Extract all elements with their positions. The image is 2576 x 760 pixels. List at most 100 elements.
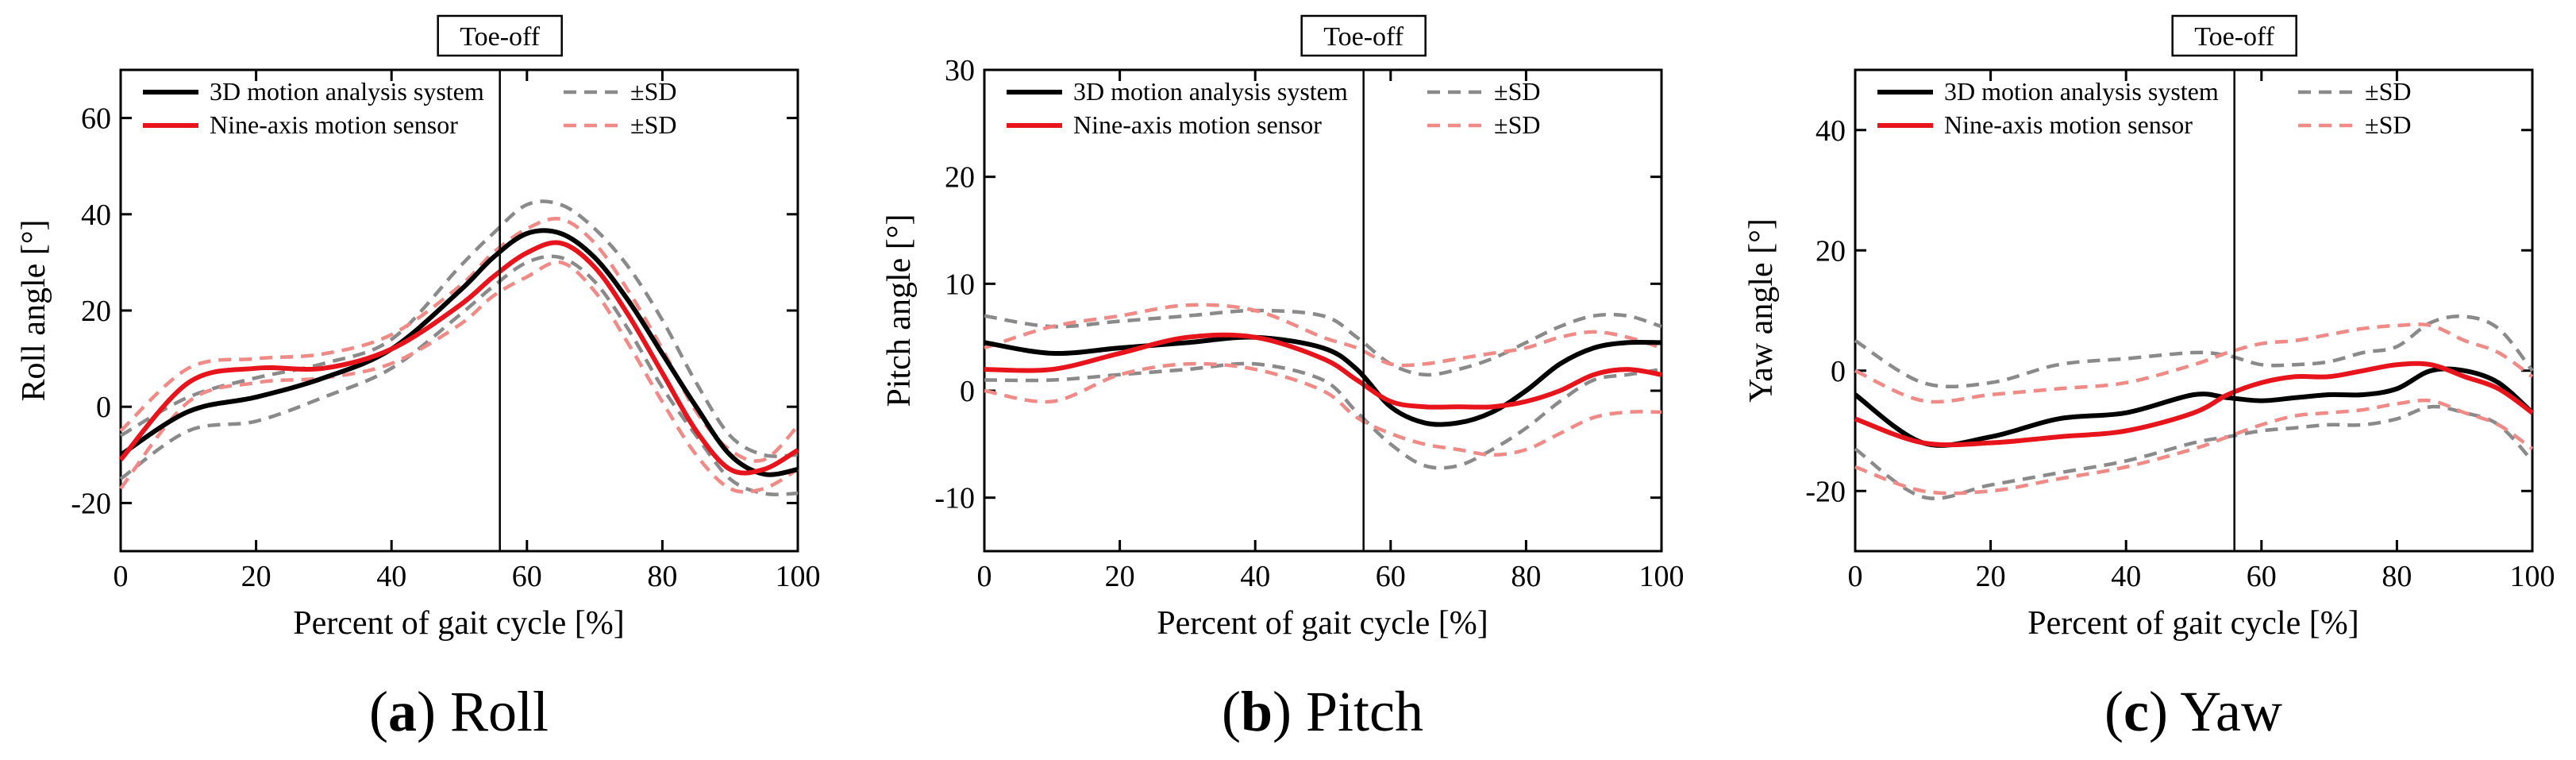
y-tick-label: 20 bbox=[81, 295, 111, 328]
x-tick-label: 20 bbox=[241, 560, 271, 593]
plot-frame bbox=[119, 68, 799, 553]
series-sensor-sd bbox=[119, 260, 799, 494]
caption-text: Yaw bbox=[2180, 680, 2282, 743]
series-sensor-mean bbox=[1854, 361, 2534, 448]
panel-yaw: 0 20 40 60 80 100 -20 0 20 40 Toe-off 3D motion a… bbox=[1743, 14, 2555, 743]
series-layer bbox=[1854, 314, 2535, 500]
legend-mocap-mean-label: 3D motion analysis system bbox=[1944, 77, 2219, 106]
y-tick-label: 40 bbox=[1816, 114, 1846, 148]
ticks: 0 20 40 60 80 100 -20 0 20 40 bbox=[1805, 70, 2555, 593]
legend-mocap-mean-label: 3D motion analysis system bbox=[1073, 77, 1348, 106]
series-layer bbox=[118, 199, 799, 496]
x-tick-label: 80 bbox=[2382, 560, 2412, 593]
series-sensor-mean bbox=[118, 240, 799, 476]
x-tick-label: 40 bbox=[376, 560, 406, 593]
x-tick-label: 0 bbox=[1848, 560, 1863, 593]
y-tick-label: 10 bbox=[945, 268, 975, 301]
x-tick-label: 0 bbox=[114, 560, 129, 593]
x-tick-label: 60 bbox=[2247, 560, 2277, 593]
caption-letter: b bbox=[1241, 680, 1273, 743]
series-sensor-sd bbox=[1854, 398, 2534, 496]
caption-letter: a bbox=[388, 680, 417, 743]
x-axis-label: Percent of gait cycle [%] bbox=[293, 605, 624, 642]
series-mocap-sd bbox=[119, 254, 799, 496]
y-axis-label: Roll angle [°] bbox=[16, 219, 52, 401]
series-mocap-sd bbox=[119, 199, 799, 458]
toe-off-label: Toe-off bbox=[2171, 14, 2297, 57]
series-mocap-sd bbox=[1854, 314, 2534, 389]
y-tick-label: 20 bbox=[945, 161, 975, 195]
x-axis-label: Percent of gait cycle [%] bbox=[2027, 605, 2358, 642]
y-axis-label: Pitch angle [°] bbox=[881, 214, 918, 407]
x-tick-label: 80 bbox=[1511, 560, 1541, 593]
legend-sensor-sd-label: ±SD bbox=[1494, 110, 1540, 139]
legend: 3D motion analysis system Nine-axis motio… bbox=[143, 77, 676, 139]
y-tick-label: 30 bbox=[945, 54, 975, 87]
legend-sensor-mean-label: Nine-axis motion sensor bbox=[210, 110, 458, 139]
x-tick-label: 80 bbox=[647, 560, 677, 593]
legend-mocap-sd-label: ±SD bbox=[1494, 77, 1540, 106]
series-layer bbox=[984, 303, 1662, 470]
y-tick-label: 0 bbox=[96, 391, 111, 424]
legend-sensor-mean-label: Nine-axis motion sensor bbox=[1944, 110, 2193, 139]
y-tick-label: 0 bbox=[960, 375, 975, 408]
y-tick-label: -20 bbox=[71, 487, 111, 520]
legend-sensor-sd-label: ±SD bbox=[2365, 110, 2411, 139]
plot-frame bbox=[1854, 68, 2534, 553]
y-tick-label: -20 bbox=[1805, 475, 1846, 508]
legend: 3D motion analysis system Nine-axis motio… bbox=[1007, 77, 1540, 139]
panel-roll: 0 20 40 60 80 100 -20 0 20 40 60 Toe-off 3D motion… bbox=[16, 14, 821, 743]
panel-caption: (b) Pitch bbox=[1222, 680, 1423, 743]
caption-text: Pitch bbox=[1306, 680, 1423, 743]
x-tick-label: 40 bbox=[2111, 560, 2141, 593]
series-mocap-sd bbox=[984, 361, 1662, 470]
panel-caption: (c) Yaw bbox=[2104, 680, 2282, 743]
ticks: 0 20 40 60 80 100 -20 0 20 40 60 bbox=[71, 70, 821, 593]
y-tick-label: 20 bbox=[1816, 234, 1846, 268]
toe-off-text: Toe-off bbox=[460, 22, 541, 52]
series-mocap-mean bbox=[119, 228, 799, 477]
toe-off-text: Toe-off bbox=[2194, 22, 2275, 52]
x-tick-label: 100 bbox=[1639, 560, 1685, 593]
series-sensor-sd bbox=[984, 303, 1662, 368]
y-tick-label: 0 bbox=[1831, 355, 1846, 388]
x-tick-label: 20 bbox=[1105, 560, 1135, 593]
x-tick-label: 20 bbox=[1976, 560, 2006, 593]
caption-letter: c bbox=[2124, 680, 2149, 743]
toe-off-label: Toe-off bbox=[437, 14, 563, 57]
x-tick-label: 40 bbox=[1240, 560, 1270, 593]
series-sensor-sd bbox=[119, 216, 799, 463]
x-tick-label: 100 bbox=[2510, 560, 2555, 593]
series-sensor-sd bbox=[984, 361, 1662, 457]
toe-off-box bbox=[1300, 14, 1427, 57]
series-mocap-sd bbox=[1854, 404, 2534, 500]
panel-pitch: 0 20 40 60 80 100 -10 0 10 20 30 Toe-off 3D motion… bbox=[881, 14, 1685, 743]
y-tick-label: -10 bbox=[934, 482, 975, 515]
legend: 3D motion analysis system Nine-axis motio… bbox=[1877, 77, 2411, 139]
caption-text: Roll bbox=[450, 680, 549, 743]
toe-off-box bbox=[437, 14, 563, 57]
x-tick-label: 0 bbox=[977, 560, 992, 593]
x-axis-label: Percent of gait cycle [%] bbox=[1157, 605, 1488, 642]
x-tick-label: 100 bbox=[776, 560, 821, 593]
panel-caption: (a) Roll bbox=[369, 680, 549, 743]
series-mocap-mean bbox=[984, 334, 1662, 427]
series-sensor-mean bbox=[984, 332, 1662, 410]
y-tick-label: 40 bbox=[81, 199, 111, 232]
legend-sensor-sd-label: ±SD bbox=[630, 110, 676, 139]
legend-mocap-sd-label: ±SD bbox=[630, 77, 676, 106]
legend-sensor-mean-label: Nine-axis motion sensor bbox=[1073, 110, 1322, 139]
x-tick-label: 60 bbox=[1376, 560, 1406, 593]
ticks: 0 20 40 60 80 100 -10 0 10 20 30 bbox=[934, 54, 1684, 593]
series-sensor-sd bbox=[1854, 322, 2534, 404]
y-axis-label: Yaw angle [°] bbox=[1743, 218, 1780, 403]
x-tick-label: 60 bbox=[512, 560, 542, 593]
legend-mocap-sd-label: ±SD bbox=[2365, 77, 2411, 106]
legend-mocap-mean-label: 3D motion analysis system bbox=[210, 77, 484, 106]
toe-off-text: Toe-off bbox=[1323, 22, 1404, 52]
toe-off-box bbox=[2171, 14, 2297, 57]
plot-frame bbox=[983, 68, 1663, 553]
y-tick-label: 60 bbox=[81, 102, 111, 136]
toe-off-label: Toe-off bbox=[1300, 14, 1427, 57]
